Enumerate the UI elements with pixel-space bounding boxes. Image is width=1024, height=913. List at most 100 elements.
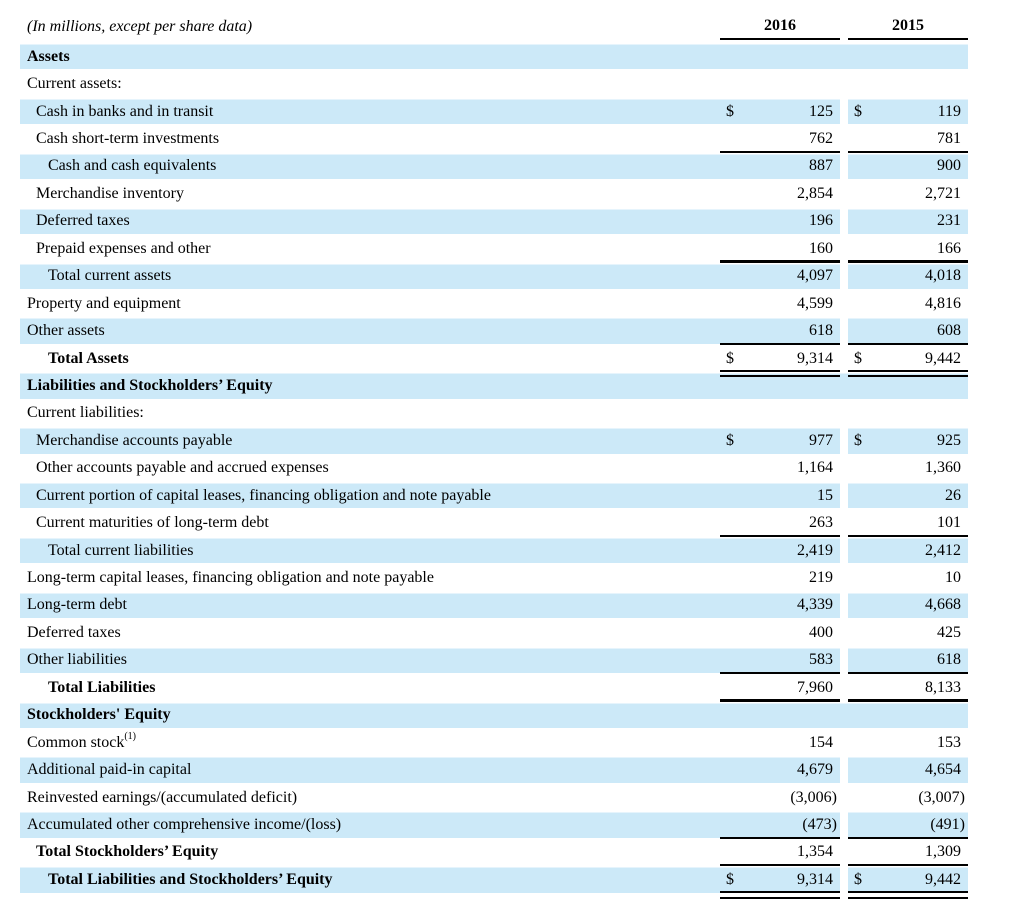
cell-2015: 425 bbox=[848, 619, 968, 646]
cell-2015: $ 9,442 bbox=[848, 345, 968, 378]
row-label-cell: Cash in banks and in transit bbox=[20, 98, 720, 125]
value-2016: 9,314 bbox=[797, 870, 833, 888]
cell-2016: 160 bbox=[720, 235, 840, 263]
row-label-cell: Total Assets bbox=[20, 345, 720, 372]
row-label-text: Accumulated other comprehensive income/(… bbox=[27, 815, 342, 833]
row-label-cell: Total current assets bbox=[20, 263, 720, 290]
row-label: Total Stockholders’ Equity bbox=[36, 843, 218, 861]
column-gap bbox=[840, 317, 848, 345]
cell-2015 bbox=[848, 43, 968, 70]
cell-2016: 1,164 bbox=[720, 455, 840, 482]
table-row: Long-term capital leases, financing obli… bbox=[20, 564, 968, 592]
row-label-cell: Other accounts payable and accrued expen… bbox=[20, 455, 720, 482]
row-label-cell: Liabilities and Stockholders’ Equity bbox=[20, 372, 720, 399]
col-header-2015: 2015 bbox=[848, 17, 968, 40]
cell-2015: 618 bbox=[848, 647, 968, 675]
row-label-cell: Additional paid-in capital bbox=[20, 756, 720, 783]
column-gap bbox=[840, 152, 848, 181]
value-2015: 1,309 bbox=[925, 843, 961, 861]
cell-2016: 4,097 bbox=[720, 263, 840, 290]
table-row: Deferred taxes 400 425 bbox=[20, 619, 968, 647]
value-2016: 9,314 bbox=[797, 349, 833, 367]
value-2016: 1,354 bbox=[797, 843, 833, 861]
row-label: Current liabilities: bbox=[27, 404, 144, 422]
table-row: Reinvested earnings/(accumulated deficit… bbox=[20, 783, 968, 812]
row-label: Other accounts payable and accrued expen… bbox=[36, 459, 329, 477]
column-gap bbox=[840, 619, 848, 647]
row-label: Reinvested earnings/(accumulated deficit… bbox=[27, 789, 297, 807]
value-2015: 925 bbox=[937, 431, 961, 449]
value-2016: 2,854 bbox=[797, 184, 833, 202]
dollar-sign-2016: $ bbox=[726, 102, 734, 120]
column-gap bbox=[840, 591, 848, 620]
table-row: Common stock(1) 154 153 bbox=[20, 728, 968, 757]
table-row: Total Liabilities and Stockholders’ Equi… bbox=[20, 866, 968, 900]
table-row: Cash and cash equivalents 887 900 bbox=[20, 152, 968, 181]
row-label-cell: Long-term debt bbox=[20, 592, 720, 619]
value-2015: 2,721 bbox=[925, 184, 961, 202]
value-2015: 153 bbox=[937, 733, 961, 751]
row-label: Property and equipment bbox=[27, 295, 181, 313]
cell-2015: 231 bbox=[848, 208, 968, 235]
column-gap bbox=[840, 564, 848, 592]
cell-2015: 781 bbox=[848, 125, 968, 154]
table-row: Total current assets 4,097 4,018 bbox=[20, 262, 968, 290]
table-row: Total current liabilities 2,419 2,412 bbox=[20, 536, 968, 565]
row-label: Merchandise accounts payable bbox=[36, 432, 232, 450]
cell-2016: 762 bbox=[720, 125, 840, 154]
value-2015: 425 bbox=[937, 623, 961, 641]
column-gap bbox=[840, 180, 848, 208]
row-label-cell: Deferred taxes bbox=[20, 619, 720, 646]
row-label-cell: Property and equipment bbox=[20, 290, 720, 317]
column-gap bbox=[840, 482, 848, 510]
table-row: Deferred taxes 196 231 bbox=[20, 207, 968, 236]
cell-2016 bbox=[720, 43, 840, 70]
table-body: Assets Current assets: Cash in banks and… bbox=[20, 43, 968, 900]
cell-2015: 10 bbox=[848, 564, 968, 591]
dollar-sign-2015: $ bbox=[854, 870, 862, 888]
row-label: Total Liabilities bbox=[48, 679, 155, 697]
cell-2015 bbox=[848, 400, 968, 427]
value-2015: 9,442 bbox=[925, 870, 961, 888]
table-row: Additional paid-in capital 4,679 4,654 bbox=[20, 756, 968, 784]
footnote-superscript: (1) bbox=[124, 731, 137, 743]
row-label-cell: Merchandise accounts payable bbox=[20, 427, 720, 454]
cell-2016: 154 bbox=[720, 729, 840, 756]
table-caption: (In millions, except per share data) bbox=[27, 18, 253, 35]
value-2016: (3,006) bbox=[790, 788, 837, 806]
value-2015: 8,133 bbox=[925, 678, 961, 696]
row-label-cell: Common stock(1) bbox=[20, 729, 720, 756]
value-2016: 583 bbox=[809, 651, 833, 669]
table-row: Merchandise inventory 2,854 2,721 bbox=[20, 180, 968, 208]
dollar-sign-2015: $ bbox=[854, 102, 862, 120]
column-gap bbox=[840, 783, 848, 812]
row-label-text: Deferred taxes bbox=[36, 212, 130, 230]
value-2016: (473) bbox=[802, 815, 837, 833]
column-gap bbox=[840, 400, 848, 427]
value-2015: 10 bbox=[945, 569, 961, 587]
table-row: Long-term debt 4,339 4,668 bbox=[20, 591, 968, 620]
table-row: Accumulated other comprehensive income/(… bbox=[20, 811, 968, 840]
row-label: Common stock(1) bbox=[27, 731, 137, 752]
column-gap bbox=[840, 536, 848, 565]
cell-2016: $ 125 bbox=[720, 98, 840, 125]
value-2015: 900 bbox=[937, 157, 961, 175]
cell-2015: 8,133 bbox=[848, 674, 968, 702]
value-2016: 219 bbox=[809, 569, 833, 587]
value-2015: 166 bbox=[937, 239, 961, 257]
column-gap bbox=[840, 756, 848, 784]
row-label-text: Liabilities and Stockholders’ Equity bbox=[27, 376, 273, 394]
cell-2015: 4,816 bbox=[848, 290, 968, 317]
dollar-sign-2015: $ bbox=[854, 349, 862, 367]
value-2015: 618 bbox=[937, 651, 961, 669]
row-label-cell: Cash short-term investments bbox=[20, 125, 720, 152]
cell-2015: 2,721 bbox=[848, 180, 968, 207]
cell-2016: (473) bbox=[720, 811, 840, 840]
row-label-text: Current liabilities: bbox=[27, 404, 144, 422]
cell-2016: 887 bbox=[720, 153, 840, 180]
cell-2015: 153 bbox=[848, 729, 968, 756]
column-gap bbox=[840, 427, 848, 455]
column-gap bbox=[840, 344, 848, 373]
cell-2015 bbox=[848, 70, 968, 97]
cell-2016: 583 bbox=[720, 647, 840, 675]
